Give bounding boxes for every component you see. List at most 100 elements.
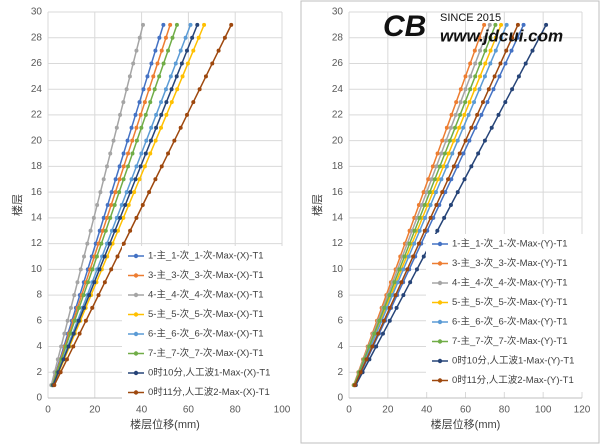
data-point [123, 203, 128, 207]
data-point [399, 280, 404, 285]
data-point [216, 48, 221, 53]
data-point [195, 22, 200, 27]
y-tick-label: 12 [332, 238, 344, 249]
data-point [496, 112, 501, 117]
data-point [417, 215, 422, 220]
data-point [401, 293, 406, 298]
data-point [463, 100, 468, 105]
data-point [97, 228, 102, 233]
data-point [126, 151, 131, 156]
data-point [63, 344, 68, 349]
data-point [95, 203, 100, 207]
data-point [98, 190, 103, 195]
x-axis-label: 楼层位移(mm) [130, 417, 200, 431]
legend-marker [133, 292, 139, 298]
data-point [147, 87, 152, 92]
data-point [405, 267, 410, 272]
legend-marker [133, 390, 139, 395]
data-point [448, 125, 453, 130]
data-point [77, 331, 82, 336]
data-point [444, 164, 449, 169]
data-point [451, 164, 456, 169]
data-point [411, 254, 416, 259]
data-point [166, 151, 171, 156]
legend-marker [133, 273, 139, 278]
data-point [436, 177, 441, 182]
data-point [139, 125, 144, 130]
data-point [504, 22, 509, 27]
data-point [437, 203, 442, 207]
data-point [515, 35, 520, 40]
data-point [128, 228, 133, 233]
data-point [499, 35, 504, 40]
data-point [482, 138, 487, 143]
data-point [352, 383, 357, 388]
legend-marker [133, 253, 139, 259]
data-point [152, 87, 157, 92]
data-point [151, 74, 156, 79]
data-point [434, 203, 439, 207]
y-tick-label: 20 [31, 135, 43, 146]
data-point [477, 87, 482, 92]
data-point [159, 48, 164, 53]
data-point [121, 177, 126, 182]
data-point [175, 87, 180, 92]
data-point [81, 293, 86, 298]
data-point [493, 48, 498, 53]
data-point [434, 164, 439, 169]
data-point [467, 138, 472, 143]
data-point [170, 35, 175, 40]
data-point [178, 48, 183, 53]
y-tick-label: 12 [31, 238, 43, 249]
legend-box [426, 234, 586, 392]
data-point [458, 100, 463, 105]
legend-label: 4-主_4-次_4-次-Max-(Y)-T1 [452, 277, 568, 289]
data-point [197, 87, 202, 92]
data-point [450, 151, 455, 156]
legend-label: 7-主_7-次_7-次-Max-(Y)-T1 [452, 335, 568, 347]
y-tick-label: 14 [31, 213, 43, 224]
data-point [88, 228, 93, 233]
data-point [421, 190, 426, 195]
y-tick-label: 18 [31, 161, 43, 172]
legend-label: 0时10分,人工波1-Max-(Y)-T1 [452, 355, 574, 367]
data-point [516, 74, 521, 79]
data-point [446, 151, 451, 156]
data-point [138, 112, 143, 117]
data-point [148, 151, 153, 156]
data-point [510, 35, 515, 40]
legend-label: 0时10分,人工波1-Max-(X)-T1 [148, 367, 270, 379]
panel-border [300, 0, 600, 444]
data-point [482, 74, 487, 79]
data-point [462, 177, 467, 182]
data-point [134, 48, 139, 53]
data-point [55, 357, 60, 362]
y-tick-label: 30 [332, 7, 344, 18]
data-point [82, 305, 87, 310]
data-point [488, 48, 493, 53]
data-point [439, 151, 444, 156]
data-point [124, 190, 129, 195]
data-point [486, 87, 491, 92]
data-point [173, 61, 178, 66]
data-point [71, 331, 76, 336]
x-tick-label: 40 [421, 405, 433, 416]
data-point [451, 138, 456, 143]
x-tick-label: 100 [535, 405, 552, 416]
data-point [188, 22, 193, 27]
data-point [499, 22, 504, 27]
data-point [99, 241, 104, 246]
data-point [503, 61, 508, 66]
x-tick-label: 60 [183, 405, 195, 416]
data-point [482, 35, 487, 40]
data-point [153, 138, 158, 143]
data-point [107, 241, 112, 246]
data-point [497, 74, 502, 79]
legend-label: 5-主_5-次_5-次-Max-(X)-T1 [148, 308, 264, 320]
data-point [191, 100, 196, 105]
data-point [131, 61, 136, 66]
data-point [210, 61, 215, 66]
data-point [130, 138, 135, 143]
legend-marker [437, 358, 443, 364]
